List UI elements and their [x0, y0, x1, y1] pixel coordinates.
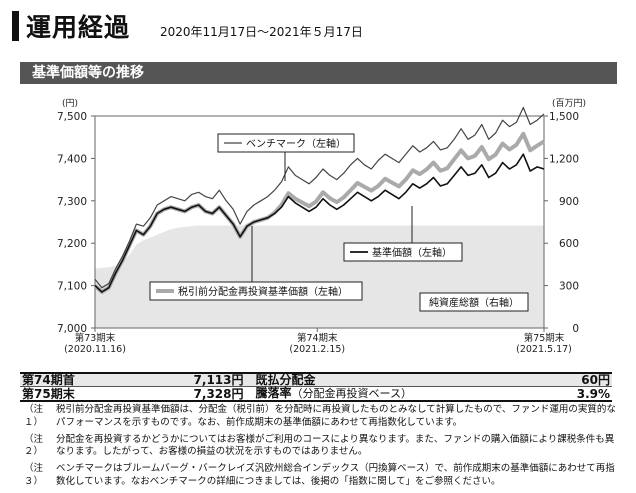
return-value: 3.9% [458, 386, 612, 402]
return-label-main: 騰落率 [255, 386, 292, 400]
assets-label-box [419, 292, 529, 312]
distribution-value: 60円 [458, 372, 612, 387]
title-bar-accent [12, 11, 19, 41]
right-tick-label-4: 300 [559, 281, 579, 293]
nav-line [94, 153, 545, 293]
x-tick-label-1-line1: 第74期末 [297, 332, 338, 344]
note-2-number: （注２） [24, 433, 44, 458]
left-axis-unit: (円) [62, 98, 78, 109]
assets-label-text: 純資産総額（右軸） [429, 296, 519, 309]
net-assets-area [95, 225, 544, 328]
nav-label-text: 基準価額（左軸） [372, 246, 452, 259]
return-label-note: （分配金再投資ベース） [291, 387, 412, 400]
x-tick-label-0-line1: 第73期末 [75, 332, 116, 344]
x-tick-label-1-line2: (2021.2.15) [289, 344, 345, 355]
x-tick-label-2-line2: (2021.5.17) [516, 344, 572, 355]
right-axis-unit: (百万円) [552, 98, 586, 109]
summary-row-end: 第75期末 7,328円 騰落率（分配金再投資ベース） 3.9% [20, 386, 612, 402]
end-value: 7,328円 [91, 386, 246, 402]
right-tick-label-0: 1,500 [549, 111, 579, 123]
start-label: 第74期首 [20, 372, 92, 387]
distribution-label: 既払分配金 [245, 372, 458, 387]
return-label: 騰落率（分配金再投資ベース） [245, 386, 458, 402]
left-tick-label-3: 7,200 [57, 238, 87, 250]
page-title: 運用経過 [26, 13, 131, 42]
summary-row-start: 第74期首 7,113円 既払分配金 60円 [20, 372, 612, 387]
reinvest-label-box [149, 281, 363, 301]
report-period: 2020年11月17日～2021年５月17日 [160, 25, 363, 39]
nav-label-box [343, 242, 463, 262]
x-tick-label-2-line1: 第75期末 [524, 332, 565, 344]
benchmark-label-box [217, 133, 355, 153]
left-tick-label-5: 7,000 [57, 323, 87, 335]
note-3-text: ベンチマークはブルームバーグ・バークレイズ汎欧州総合インデックス（円換算ベース）… [56, 463, 615, 487]
notes: （注１） 税引前分配金再投資基準価額は、分配金（税引前）を分配時に再投資したものと… [24, 404, 620, 493]
plot-frame [94, 115, 545, 329]
benchmark-label-text: ベンチマーク（左軸） [246, 137, 346, 150]
note-3: （注３） ベンチマークはブルームバーグ・バークレイズ汎欧州総合インデックス（円換算… [24, 463, 620, 489]
right-tick-label-2: 900 [559, 196, 579, 208]
left-tick-label-1: 7,400 [57, 153, 87, 165]
reinvest-label-text: 税引前分配金再投資基準価額（左軸） [178, 285, 348, 298]
section-header: 基準価額等の推移 [20, 62, 617, 84]
note-1-number: （注１） [24, 404, 44, 428]
right-tick-label-1: 1,200 [549, 153, 579, 165]
note-2-text: 分配金を再投資するかどうかについてはお客様がご利用のコースにより異なります。また… [56, 433, 615, 458]
end-label: 第75期末 [20, 386, 92, 402]
note-1: （注１） 税引前分配金再投資基準価額は、分配金（税引前）を分配時に再投資したものと… [24, 404, 620, 430]
benchmark-line [94, 106, 545, 289]
right-tick-label-5: 0 [572, 323, 579, 335]
nav-chart: 7,500 7,400 7,300 7,200 7,100 7,000 (円) 1,500 1,… [57, 98, 586, 355]
summary-table: 第74期首 7,113円 既払分配金 60円 第75期末 7,328円 騰落率（… [20, 372, 612, 402]
x-tick-label-0-line2: (2020.11.16) [64, 344, 126, 355]
note-2: （注２） 分配金を再投資するかどうかについてはお客様がご利用のコースにより異なりま… [24, 434, 620, 460]
start-value: 7,113円 [91, 372, 246, 387]
note-3-number: （注３） [24, 463, 44, 487]
right-tick-label-3: 600 [559, 238, 579, 250]
left-tick-label-0: 7,500 [57, 111, 87, 123]
left-tick-label-4: 7,100 [57, 281, 87, 293]
left-tick-label-2: 7,300 [57, 196, 87, 208]
note-1-text: 税引前分配金再投資基準価額は、分配金（税引前）を分配時に再投資したものとみなして… [56, 404, 616, 428]
